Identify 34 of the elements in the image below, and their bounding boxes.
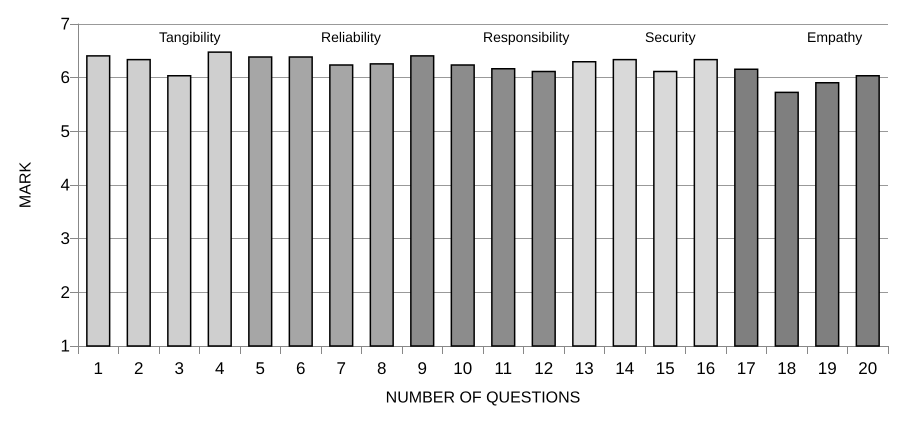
x-tick-label: 9 [418, 359, 427, 378]
x-tick-label: 12 [534, 359, 554, 378]
y-tick-label: 6 [60, 68, 70, 88]
x-tick-label: 19 [818, 359, 837, 378]
x-tick-label: 11 [494, 359, 512, 378]
y-tick-label: 1 [60, 336, 70, 356]
annotation: Security [644, 29, 696, 45]
x-tick-label: 5 [256, 359, 265, 378]
y-tick-label: 7 [60, 14, 70, 34]
x-tick-label: 10 [453, 359, 472, 378]
y-tick-label: 4 [60, 176, 70, 194]
x-tick-label: 17 [736, 359, 756, 378]
x-tick-label: 14 [615, 359, 634, 378]
annotation: Responsibility [483, 29, 570, 45]
x-tick-label: 8 [377, 359, 386, 378]
x-tick-label: 1 [94, 359, 103, 378]
x-tick-label: 6 [296, 359, 306, 378]
x-tick-label: 4 [215, 359, 224, 378]
x-tick-label: 7 [336, 359, 346, 378]
y-axis-title: MARK [18, 162, 34, 208]
annotation: Empathy [807, 29, 862, 45]
x-tick-label: 16 [696, 359, 716, 378]
x-axis-title: NUMBER OF QUESTIONS [386, 390, 580, 406]
y-tick-label: 2 [60, 282, 70, 302]
x-tick-label: 18 [777, 359, 796, 378]
annotation: Reliability [320, 29, 381, 45]
y-tick-label: 5 [60, 122, 70, 141]
x-tick-label: 20 [858, 359, 878, 378]
x-tick-label: 2 [134, 359, 144, 378]
y-tick-label: 3 [60, 229, 70, 248]
x-tick-label: 13 [574, 359, 594, 378]
x-tick-label: 3 [174, 359, 184, 378]
annotation: Tangibility [158, 29, 220, 45]
x-tick-label: 15 [656, 359, 675, 378]
